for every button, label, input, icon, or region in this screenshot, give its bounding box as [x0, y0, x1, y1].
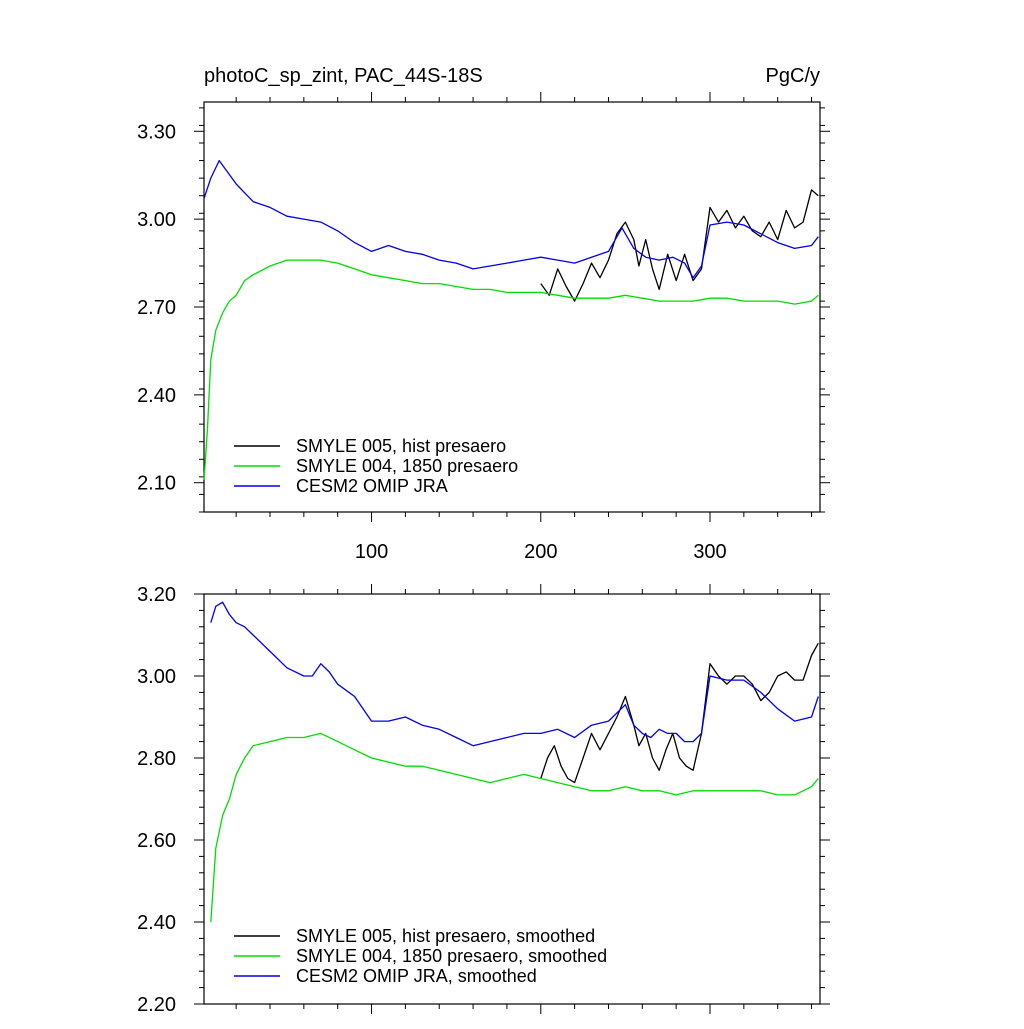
chart-2-legend-label-3: CESM2 OMIP JRA, smoothed: [296, 966, 537, 986]
top-panel: 100 200 300 2.10 2.40 2.70 3.00 3.30 photoC_sp_z…: [137, 65, 830, 563]
chart-1-y-tick-label: 2.70: [137, 297, 176, 319]
chart-1-legend-label-1: SMYLE 005, hist presaero: [296, 436, 506, 456]
chart-2-series-1-line: [540, 642, 819, 784]
chart-1-x-tick-label: 100: [355, 541, 388, 563]
chart-1-y-tick-label: 2.40: [137, 385, 176, 407]
chart-2-y-tick-label: 2.20: [137, 994, 176, 1016]
chart-1-series-3-line: [203, 159, 819, 279]
chart-2-legend-label-1: SMYLE 005, hist presaero, smoothed: [296, 926, 595, 946]
chart-2-y-tick-label: 3.00: [137, 666, 176, 688]
chart-1-legend-label-2: SMYLE 004, 1850 presaero: [296, 456, 518, 476]
chart-2-y-tick-label: 2.40: [137, 912, 176, 934]
bottom-panel: 2.20 2.40 2.60 2.80 3.00 3.20 SMYLE 005, hist …: [137, 584, 830, 1016]
chart-1-units-label: PgC/y: [766, 65, 820, 87]
chart-2-y-tick-label: 2.80: [137, 748, 176, 770]
chart-2-series-2-line: [210, 732, 819, 923]
chart-1-x-tick-label: 300: [693, 541, 726, 563]
chart-1-y-tick-label: 3.00: [137, 209, 176, 231]
chart-1-y-tick-label: 3.30: [137, 121, 176, 143]
chart-2-y-tick-label: 3.20: [137, 584, 176, 606]
chart-1-y-tick-label: 2.10: [137, 473, 176, 495]
chart-1-x-tick-label: 200: [524, 541, 557, 563]
chart-2-y-tick-label: 2.60: [137, 830, 176, 852]
chart-2-plot-frame: [203, 593, 821, 1005]
chart-2-series-3-line: [210, 601, 819, 747]
chart-2-legend-label-2: SMYLE 004, 1850 presaero, smoothed: [296, 946, 607, 966]
chart-1-series-2-line: [203, 259, 819, 480]
chart-1-title: photoC_sp_zint, PAC_44S-18S: [204, 65, 483, 87]
chart-1-legend-label-3: CESM2 OMIP JRA: [296, 476, 448, 496]
chart-1-series-1-line: [540, 189, 819, 302]
